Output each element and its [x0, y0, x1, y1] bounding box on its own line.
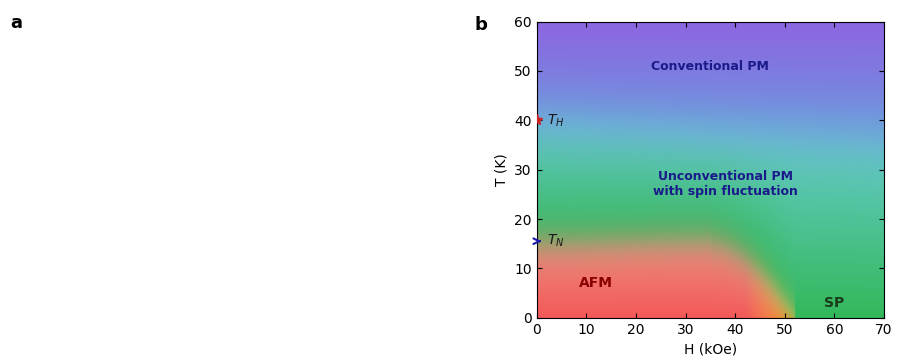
- Text: SP: SP: [824, 296, 844, 310]
- Text: Unconventional PM
with spin fluctuation: Unconventional PM with spin fluctuation: [653, 170, 797, 199]
- Text: b: b: [474, 16, 487, 34]
- Text: Conventional PM: Conventional PM: [651, 60, 769, 73]
- X-axis label: H (kOe): H (kOe): [684, 342, 737, 356]
- Text: AFM: AFM: [579, 276, 613, 290]
- Text: $T_H$: $T_H$: [547, 112, 564, 129]
- Text: a: a: [11, 14, 23, 32]
- Y-axis label: T (K): T (K): [494, 153, 509, 186]
- Text: $T_N$: $T_N$: [547, 233, 564, 249]
